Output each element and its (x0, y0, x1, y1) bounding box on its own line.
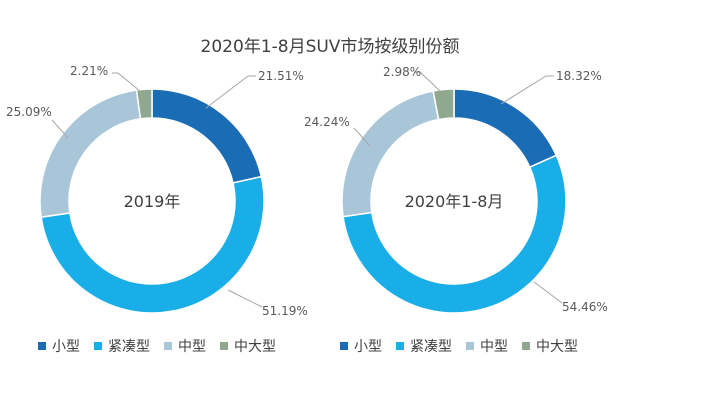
legend-item-1-1: 紧凑型 (396, 336, 452, 356)
leader-line-1-3 (414, 71, 441, 92)
slice-1-3 (432, 88, 455, 121)
legend-label-0-2: 中型 (178, 339, 206, 355)
legend-label-1-3: 中大型 (536, 339, 578, 355)
legend-2020: 小型 紧凑型 中型 中大型 (340, 336, 592, 356)
data-label-1-3: 2.98% (383, 65, 421, 79)
legend-swatch-0-2 (164, 342, 172, 350)
donut-0: 21.51% 51.19% 25.09% 2.21% 2019年 (6, 64, 308, 318)
leader-line-0-3 (112, 72, 141, 92)
legend-swatch-0-1 (94, 342, 102, 350)
leader-line-1-2 (353, 127, 371, 147)
data-label-0-2: 25.09% (6, 105, 52, 119)
data-label-1-0: 18.32% (556, 69, 602, 83)
legend-item-1-2: 中型 (466, 336, 508, 356)
slice-0-3 (135, 88, 153, 120)
legend-swatch-1-0 (340, 342, 348, 350)
legend-label-0-0: 小型 (52, 339, 80, 355)
legend-item-0-0: 小型 (38, 336, 80, 356)
legend-swatch-0-0 (38, 342, 46, 350)
data-label-0-3: 2.21% (70, 64, 108, 78)
legend-swatch-1-2 (466, 342, 474, 350)
donut-1: 18.32% 54.46% 24.24% 2.98% 2020年1-8月 (304, 65, 608, 314)
chart-title: 2020年1-8月SUV市场按级别份额 (200, 37, 460, 57)
center-label-0: 2019年 (124, 192, 181, 211)
data-label-0-1: 51.19% (262, 304, 308, 318)
legend-item-0-3: 中大型 (220, 336, 276, 356)
slice-0-0 (151, 88, 263, 184)
data-label-1-2: 24.24% (304, 115, 350, 129)
legend-label-1-2: 中型 (480, 339, 508, 355)
bottom-band (0, 368, 714, 407)
legend-item-1-0: 小型 (340, 336, 382, 356)
center-label-1: 2020年1-8月 (405, 192, 504, 211)
slice-1-1 (342, 154, 567, 314)
leader-line-0-1 (227, 289, 263, 308)
leader-line-1-1 (533, 281, 563, 304)
slice-1-0 (453, 88, 558, 169)
leader-line-1-0 (500, 75, 554, 105)
legend-swatch-1-3 (522, 342, 530, 350)
leader-line-0-2 (51, 119, 69, 139)
slice-0-1 (40, 175, 265, 314)
leader-line-0-0 (205, 75, 256, 109)
legend-item-0-2: 中型 (164, 336, 206, 356)
legend-swatch-1-1 (396, 342, 404, 350)
legend-item-0-1: 紧凑型 (94, 336, 150, 356)
data-label-0-0: 21.51% (258, 69, 304, 83)
data-label-1-1: 54.46% (562, 300, 608, 314)
legend-swatch-0-3 (220, 342, 228, 350)
legend-label-0-3: 中大型 (234, 339, 276, 355)
legend-item-1-3: 中大型 (522, 336, 578, 356)
legend-label-0-1: 紧凑型 (108, 339, 150, 355)
legend-label-1-1: 紧凑型 (410, 339, 452, 355)
legend-label-1-0: 小型 (354, 339, 382, 355)
legend-2019: 小型 紧凑型 中型 中大型 (38, 336, 290, 356)
